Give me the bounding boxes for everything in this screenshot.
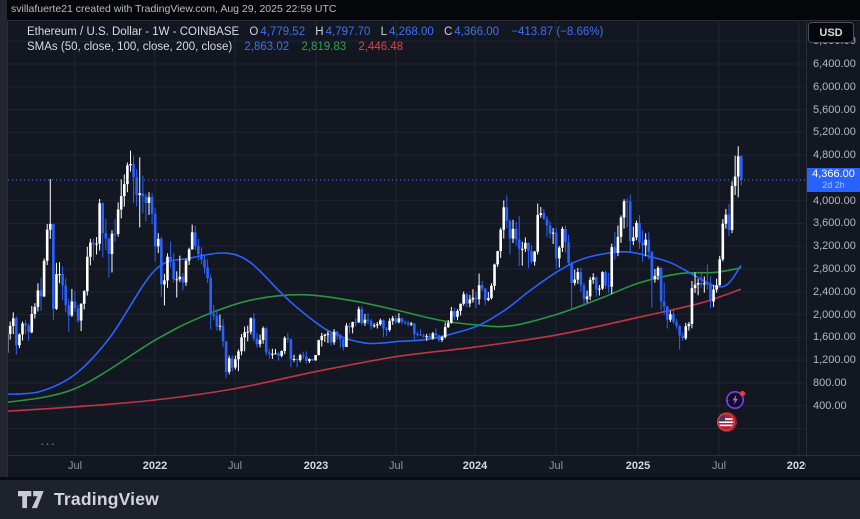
symbol-legend-row[interactable]: Ethereum / U.S. Dollar - 1W - COINBASE O…	[27, 25, 603, 39]
widget-left-edge	[0, 0, 7, 478]
price-axis-label: 5,200.00	[813, 126, 856, 139]
time-axis-label: 2024	[462, 460, 488, 472]
sma200-value: 2,446.48	[358, 41, 404, 53]
attribution-bar: svillafuerte21 created with TradingView.…	[7, 0, 860, 20]
low-label: L	[380, 26, 387, 38]
open-label: O	[249, 26, 259, 38]
price-axis-label: 400.00	[813, 399, 847, 412]
us-flag-coin-icon	[717, 412, 737, 432]
current-price-badge: 4,366.00 2d 2h	[807, 167, 860, 192]
price-axis-separator	[806, 20, 807, 457]
price-axis-label: 3,200.00	[813, 240, 856, 253]
price-axis-label: 4,000.00	[813, 194, 856, 207]
current-price-value: 4,366.00	[812, 168, 855, 181]
change-value: −413.87 (−8.66%)	[511, 26, 604, 38]
close-value: 4,366.00	[454, 26, 500, 38]
price-axis[interactable]: 6,800.006,400.006,000.005,600.005,200.00…	[807, 20, 860, 455]
bar-countdown: 2d 2h	[822, 180, 845, 191]
tradingview-logo-icon[interactable]	[18, 490, 45, 509]
time-axis-label: 2022	[142, 460, 168, 472]
flag-event-icon[interactable]	[715, 410, 739, 439]
price-axis-label: 800.00	[813, 376, 847, 389]
attribution-text: svillafuerte21 created with TradingView.…	[11, 3, 337, 15]
sma-title: SMAs (50, close, 100, close, 200, close)	[27, 41, 233, 53]
low-value: 4,268.00	[388, 26, 434, 38]
chart-legend: Ethereum / U.S. Dollar - 1W - COINBASE O…	[27, 25, 603, 55]
time-axis-label: Jul	[388, 460, 404, 472]
price-axis-label: 3,600.00	[813, 217, 856, 230]
time-axis-label: Jul	[711, 460, 727, 472]
time-axis-label: 2026	[786, 460, 806, 472]
price-axis-label: 6,400.00	[813, 58, 856, 70]
symbol-title: Ethereum / U.S. Dollar - 1W - COINBASE	[27, 26, 240, 38]
time-axis-label: 2023	[303, 460, 329, 472]
widget-bottom-edge	[0, 477, 860, 480]
time-axis-label: Jul	[227, 460, 243, 472]
footer-bar: TradingView	[0, 480, 860, 519]
high-value: 4,797.70	[325, 26, 371, 38]
close-label: C	[443, 26, 453, 38]
time-axis-label: Jul	[548, 460, 564, 472]
time-axis[interactable]: Jul 2022 Jul 2023 Jul 2024 Jul 2025 Jul 2026	[7, 455, 806, 477]
price-axis-label: 5,600.00	[813, 103, 856, 116]
tradingview-wordmark[interactable]: TradingView	[54, 489, 159, 509]
time-axis-separator	[7, 455, 860, 456]
open-value: 4,779.52	[260, 26, 306, 38]
legend-more-button[interactable]: ···	[40, 436, 56, 451]
price-axis-label: 2,400.00	[813, 285, 856, 298]
price-axis-label: 2,000.00	[813, 308, 856, 321]
price-axis-label: 4,800.00	[813, 149, 856, 162]
sma50-value: 2,863.02	[244, 41, 290, 53]
sma100-value: 2,819.83	[301, 41, 347, 53]
high-label: H	[315, 26, 324, 38]
currency-toggle-button[interactable]: USD	[808, 22, 854, 43]
price-axis-label: 1,600.00	[813, 331, 856, 344]
price-axis-label: 1,200.00	[813, 354, 856, 367]
time-axis-label: Jul	[67, 460, 83, 472]
lightning-icon	[725, 390, 746, 409]
time-axis-label: 2025	[625, 460, 651, 472]
price-axis-label: 2,800.00	[813, 263, 856, 276]
sma-legend-row[interactable]: SMAs (50, close, 100, close, 200, close)…	[27, 40, 603, 54]
price-axis-label: 6,000.00	[813, 80, 856, 93]
